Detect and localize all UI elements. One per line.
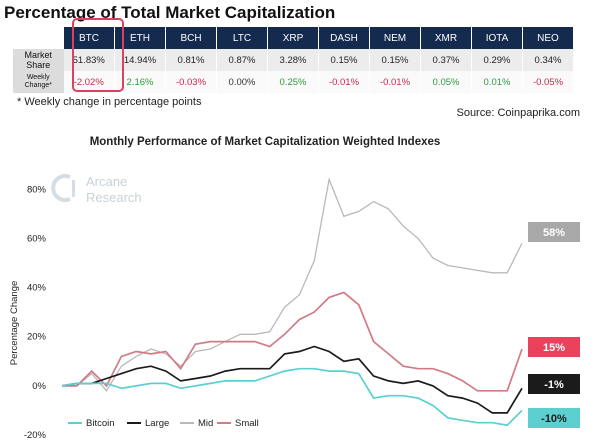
row-header-line: Change* — [24, 82, 52, 89]
end-label-small: 15% — [543, 342, 565, 354]
table-corner — [13, 27, 64, 49]
y-tick-label: 20% — [27, 332, 47, 343]
table-cell: 0.25% — [267, 71, 319, 93]
table-cell: 3.28% — [267, 49, 319, 71]
end-label-bitcoin: -10% — [541, 413, 567, 425]
arcane-logo-icon — [51, 174, 75, 202]
market-cap-table: BTC ETH BCH LTC XRP DASH NEM XMR IOTA NEO Market S… — [13, 27, 574, 93]
end-label-mid: 58% — [543, 227, 565, 239]
column-header-xrp: XRP — [267, 27, 319, 49]
legend-label-small: Small — [235, 418, 259, 429]
table-cell: 0.81% — [165, 49, 217, 71]
table-header-row: BTC ETH BCH LTC XRP DASH NEM XMR IOTA NEO — [13, 27, 574, 49]
column-header-ltc: LTC — [216, 27, 268, 49]
y-tick-label: 60% — [27, 233, 47, 244]
end-label-large: -1% — [544, 379, 564, 391]
table-row: Weekly Change* -2.02% 2.16% -0.03% 0.00% 0.25%… — [13, 71, 574, 93]
column-header-dash: DASH — [318, 27, 370, 49]
table-cell: -0.01% — [318, 71, 370, 93]
table-footnote: * Weekly change in percentage points — [17, 96, 202, 108]
table-cell: 0.15% — [318, 49, 370, 71]
table-cell: 0.00% — [216, 71, 268, 93]
y-tick-label: -20% — [24, 430, 47, 441]
watermark-line2: Research — [86, 190, 142, 205]
series-line-mid — [62, 177, 523, 392]
row-header: Weekly Change* — [13, 71, 64, 93]
end-label-box-mid — [528, 222, 580, 242]
table-cell: 2.16% — [114, 71, 166, 93]
table-cell: 14.94% — [114, 49, 166, 71]
y-tick-label: 0% — [32, 381, 46, 392]
btc-highlight-box — [72, 18, 124, 92]
table-cell: 51.83% — [63, 49, 115, 71]
series-line-large — [61, 345, 523, 414]
column-header-bch: BCH — [165, 27, 217, 49]
y-tick-label: 40% — [27, 283, 47, 294]
column-header-btc: BTC — [63, 27, 115, 49]
y-axis-label: Percentage Change — [9, 281, 20, 366]
table-cell: 0.37% — [420, 49, 472, 71]
row-header-line: Share — [26, 60, 51, 70]
table-row: Market Share 51.83% 14.94% 0.81% 0.87% 3.28% 0.… — [13, 49, 574, 71]
series-line-small — [62, 291, 523, 392]
column-header-iota: IOTA — [471, 27, 523, 49]
y-tick-label: 80% — [27, 184, 47, 195]
watermark: Arcane Research — [51, 174, 142, 205]
table-cell: -0.03% — [165, 71, 217, 93]
row-header-line: Weekly — [26, 74, 50, 81]
legend-label-large: Large — [145, 418, 169, 429]
table-cell: 0.15% — [369, 49, 421, 71]
legend-label-mid: Mid — [198, 418, 213, 429]
chart-title: Monthly Performance of Market Capitaliza… — [90, 136, 441, 148]
column-header-nem: NEM — [369, 27, 421, 49]
table-cell: 0.01% — [471, 71, 523, 93]
row-header-line: Market — [24, 50, 52, 60]
row-header: Market Share — [13, 49, 64, 71]
source-note: Source: Coinpaprika.com — [456, 107, 580, 119]
performance-chart: Monthly Performance of Market Capitaliza… — [9, 136, 580, 441]
table-cell: 0.05% — [420, 71, 472, 93]
table-cell: 0.29% — [471, 49, 523, 71]
table-cell: -0.05% — [522, 71, 574, 93]
end-label-box-large — [528, 374, 580, 394]
page-title: Percentage of Total Market Capitalizatio… — [4, 3, 336, 22]
column-header-eth: ETH — [114, 27, 166, 49]
series-line-bitcoin — [61, 367, 523, 427]
table-cell: 0.87% — [216, 49, 268, 71]
column-header-xmr: XMR — [420, 27, 472, 49]
end-label-box-small — [528, 337, 580, 357]
chart-legend: Bitcoin Large Mid Small — [68, 418, 259, 429]
end-label-box-bitcoin — [528, 408, 580, 428]
table-cell: 0.34% — [522, 49, 574, 71]
table-cell: -0.01% — [369, 71, 421, 93]
watermark-line1: Arcane — [86, 174, 127, 189]
legend-label-bitcoin: Bitcoin — [86, 418, 115, 429]
column-header-neo: NEO — [522, 27, 574, 49]
